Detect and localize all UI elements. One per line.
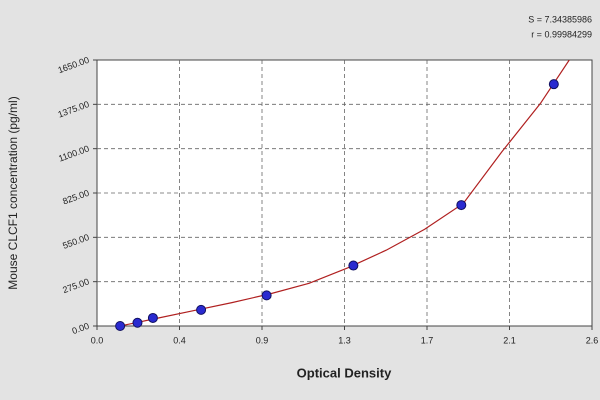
x-tick-label: 1.3 (338, 335, 351, 345)
x-tick-label: 0.0 (91, 335, 104, 345)
data-point (548, 79, 559, 90)
x-axis-label: Optical Density (297, 365, 392, 380)
y-axis-label: Mouse CLCF1 concentration (pg/ml) (6, 96, 20, 289)
data-point (115, 321, 126, 331)
annotation: r = 0.99984299 (531, 29, 592, 39)
annotation: S = 7.34385986 (528, 14, 592, 24)
x-tick-label: 1.7 (421, 335, 434, 345)
data-point (132, 317, 143, 328)
x-tick-label: 0.9 (256, 335, 269, 345)
data-point (456, 200, 467, 211)
fit-curve (117, 60, 570, 326)
x-tick-label: 0.4 (173, 335, 186, 345)
data-point (348, 260, 359, 271)
x-tick-label: 2.1 (503, 335, 516, 345)
data-point (196, 304, 207, 315)
x-tick-label: 2.6 (586, 335, 599, 345)
data-point (261, 290, 272, 301)
data-point (147, 312, 158, 323)
